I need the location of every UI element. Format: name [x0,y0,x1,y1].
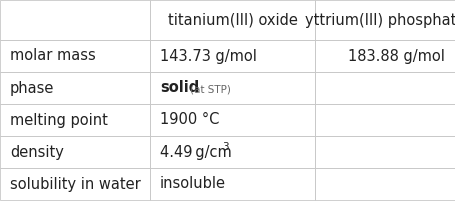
Text: 4.49 g/cm: 4.49 g/cm [160,144,232,160]
Bar [0,0,150,40]
Bar [315,0,455,40]
Text: titanium(III) oxide: titanium(III) oxide [167,13,298,27]
Bar [0,104,150,136]
Text: density: density [10,144,64,160]
Bar [150,40,315,72]
Bar [315,72,455,104]
Bar [150,136,315,168]
Text: (at STP): (at STP) [190,84,231,94]
Bar [0,72,150,104]
Text: yttrium(III) phosphate: yttrium(III) phosphate [305,13,455,27]
Text: molar mass: molar mass [10,48,96,63]
Text: 3: 3 [222,142,228,152]
Bar [315,40,455,72]
Bar [0,168,150,200]
Text: 143.73 g/mol: 143.73 g/mol [160,48,257,63]
Bar [0,136,150,168]
Bar [315,136,455,168]
Bar [0,40,150,72]
Text: phase: phase [10,81,55,96]
Bar [150,72,315,104]
Bar [150,0,315,40]
Bar [315,104,455,136]
Bar [315,168,455,200]
Bar [150,104,315,136]
Bar [150,168,315,200]
Text: insoluble: insoluble [160,177,226,191]
Text: 183.88 g/mol: 183.88 g/mol [348,48,445,63]
Text: melting point: melting point [10,113,108,127]
Text: solubility in water: solubility in water [10,177,141,191]
Text: solid: solid [160,81,199,96]
Text: 1900 °C: 1900 °C [160,113,219,127]
